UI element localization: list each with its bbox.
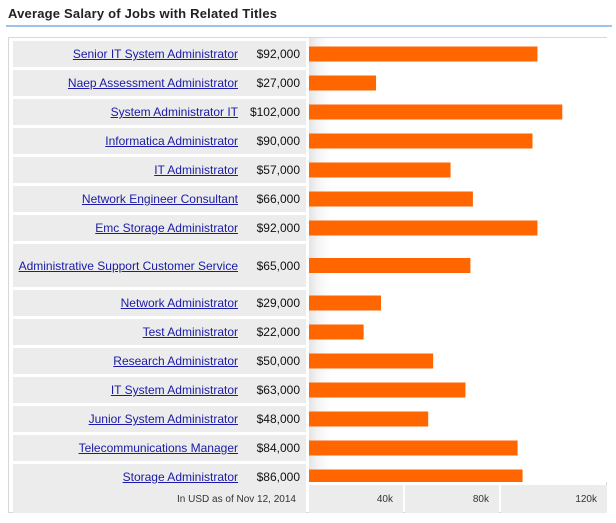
title-divider xyxy=(6,25,612,27)
job-title-link[interactable]: Emc Storage Administrator xyxy=(95,221,238,235)
job-title-link[interactable]: Naep Assessment Administrator xyxy=(67,76,238,90)
salary-bar xyxy=(309,220,538,236)
salary-bar xyxy=(309,382,466,398)
job-title-cell: Administrative Support Customer Service xyxy=(13,244,244,287)
salary-value: $22,000 xyxy=(244,319,306,345)
x-tick-label: 40k xyxy=(309,485,403,513)
job-title-cell: IT Administrator xyxy=(13,157,244,183)
salary-bar xyxy=(309,353,434,369)
job-title-link[interactable]: System Administrator IT xyxy=(110,105,238,119)
salary-bar xyxy=(309,411,429,427)
salary-bar xyxy=(309,258,471,273)
job-title-link[interactable]: Storage Administrator xyxy=(122,470,238,484)
salary-value: $90,000 xyxy=(244,128,306,154)
salary-value: $29,000 xyxy=(244,290,306,316)
salary-value: $84,000 xyxy=(244,435,306,461)
job-title-link[interactable]: Administrative Support Customer Service xyxy=(18,258,238,273)
salary-value: $63,000 xyxy=(244,377,306,403)
job-title-cell: Test Administrator xyxy=(13,319,244,345)
salary-value: $66,000 xyxy=(244,186,306,212)
footer-note: In USD as of Nov 12, 2014 xyxy=(13,485,306,513)
job-title-link[interactable]: Network Administrator xyxy=(120,296,238,310)
job-title-cell: Network Engineer Consultant xyxy=(13,186,244,212)
x-tick-label: 80k xyxy=(405,485,499,513)
job-title-link[interactable]: IT Administrator xyxy=(154,163,238,177)
salary-bar xyxy=(309,295,382,311)
salary-value: $65,000 xyxy=(244,244,306,287)
job-title-link[interactable]: Telecommunications Manager xyxy=(78,441,238,455)
job-title-link[interactable]: Test Administrator xyxy=(142,325,238,339)
job-title-cell: Informatica Administrator xyxy=(13,128,244,154)
salary-value: $48,000 xyxy=(244,406,306,432)
salary-value: $57,000 xyxy=(244,157,306,183)
salary-bar xyxy=(309,191,473,207)
job-title-cell: Research Administrator xyxy=(13,348,244,374)
salary-value: $92,000 xyxy=(244,41,306,67)
job-title-link[interactable]: Research Administrator xyxy=(113,354,238,368)
job-title-cell: Network Administrator xyxy=(13,290,244,316)
chart-frame: Senior IT System Administrator $92,000 Nae… xyxy=(8,37,607,513)
bar-chart-svg xyxy=(309,46,563,485)
job-title-link[interactable]: Senior IT System Administrator xyxy=(72,47,238,61)
salary-bar xyxy=(309,469,523,485)
job-title-cell: Senior IT System Administrator xyxy=(13,41,244,67)
job-title-cell: Junior System Administrator xyxy=(13,406,244,432)
x-tick-label: 120k xyxy=(501,485,607,513)
salary-bar xyxy=(309,46,538,62)
job-title-link[interactable]: Junior System Administrator xyxy=(88,412,238,426)
salary-bar xyxy=(309,324,364,340)
salary-bar xyxy=(309,133,533,149)
job-title-link[interactable]: Network Engineer Consultant xyxy=(81,192,238,206)
salary-value: $102,000 xyxy=(244,99,306,125)
job-title-link[interactable]: Informatica Administrator xyxy=(105,134,238,148)
salary-value: $27,000 xyxy=(244,70,306,96)
salary-bar xyxy=(309,440,518,456)
salary-bar xyxy=(309,104,563,120)
bar-plot-area xyxy=(309,38,607,485)
job-title-cell: IT System Administrator xyxy=(13,377,244,403)
salary-value: $92,000 xyxy=(244,215,306,241)
salary-bar xyxy=(309,75,377,91)
chart-title: Average Salary of Jobs with Related Titl… xyxy=(8,6,278,21)
salary-bar xyxy=(309,162,451,178)
job-title-cell: Naep Assessment Administrator xyxy=(13,70,244,96)
job-title-link[interactable]: IT System Administrator xyxy=(110,383,238,397)
job-title-cell: Telecommunications Manager xyxy=(13,435,244,461)
job-title-cell: Emc Storage Administrator xyxy=(13,215,244,241)
salary-value: $50,000 xyxy=(244,348,306,374)
job-title-cell: System Administrator IT xyxy=(13,99,244,125)
axis-footer: In USD as of Nov 12, 2014 40k 80k 120k xyxy=(9,485,608,513)
